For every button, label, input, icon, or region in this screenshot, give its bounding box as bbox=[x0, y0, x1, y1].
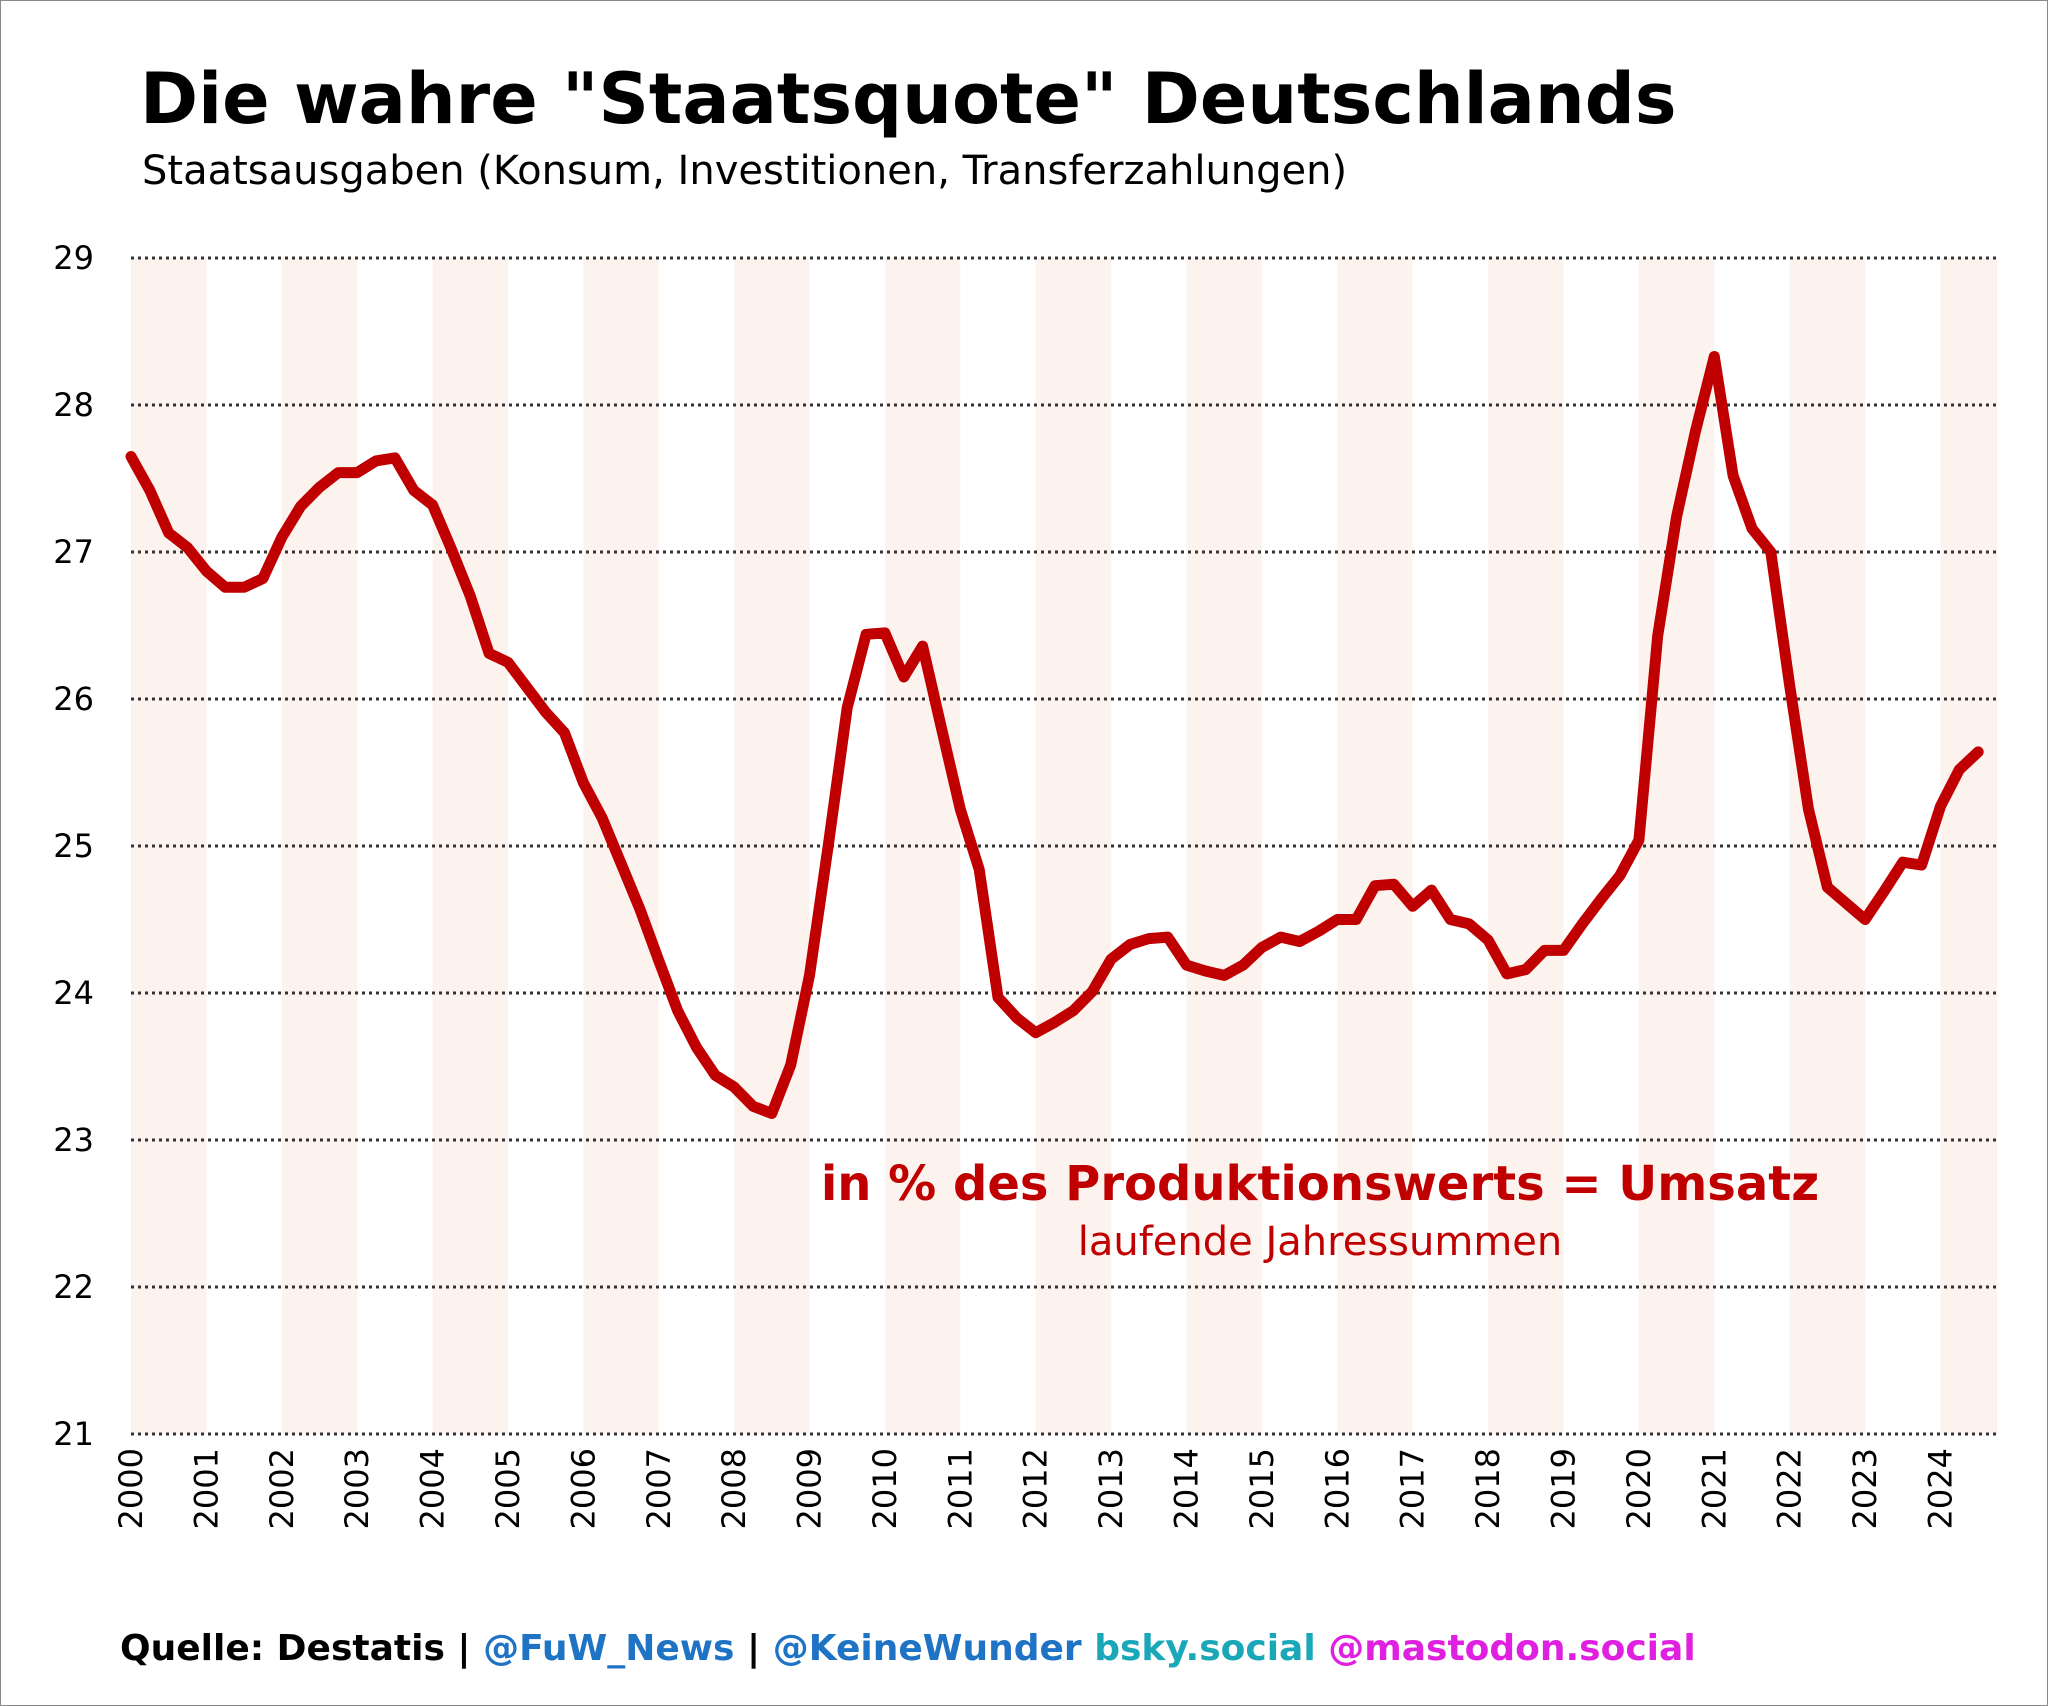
footer-bsky-link[interactable]: bsky.social bbox=[1081, 1628, 1316, 1669]
x-tick-label: 2024 bbox=[1921, 1448, 1959, 1529]
x-tick-label: 2020 bbox=[1620, 1448, 1658, 1529]
y-tick-label: 22 bbox=[53, 1268, 94, 1306]
y-tick-label: 27 bbox=[53, 533, 94, 571]
y-tick-label: 29 bbox=[53, 239, 94, 277]
x-tick-label: 2018 bbox=[1469, 1448, 1507, 1529]
x-tick-label: 2022 bbox=[1771, 1448, 1809, 1529]
footer-mastodon-link[interactable]: @mastodon.social bbox=[1315, 1628, 1696, 1669]
series-line bbox=[125, 351, 1984, 1119]
footer-source: Quelle: Destatis bbox=[120, 1628, 445, 1669]
footer-fuw-link[interactable]: @FuW_News bbox=[483, 1628, 735, 1669]
y-tick-label: 24 bbox=[53, 974, 94, 1012]
x-tick-label: 2010 bbox=[866, 1448, 904, 1529]
x-tick-label: 2012 bbox=[1017, 1448, 1055, 1529]
x-tick-label: 2013 bbox=[1092, 1448, 1130, 1529]
series-layer bbox=[125, 351, 1984, 1119]
x-axis-ticks: 2000 2001 2002 2003 2004 2005 2006 2007 2008 2009… bbox=[112, 1448, 1959, 1529]
y-tick-label: 23 bbox=[53, 1121, 94, 1159]
footer: Quelle: Destatis | @FuW_News | @KeineWun… bbox=[120, 1628, 1696, 1669]
x-tick-label: 2016 bbox=[1318, 1448, 1356, 1529]
x-tick-label: 2000 bbox=[112, 1448, 150, 1529]
y-tick-label: 21 bbox=[53, 1415, 94, 1453]
x-tick-label: 2004 bbox=[414, 1448, 452, 1529]
x-tick-label: 2015 bbox=[1243, 1448, 1281, 1529]
footer-separator: | bbox=[444, 1628, 484, 1669]
x-tick-label: 2007 bbox=[640, 1448, 678, 1529]
footer-keinewunder-link[interactable]: @KeineWunder bbox=[772, 1628, 1082, 1669]
annotation-main: in % des Produktionswerts = Umsatz bbox=[821, 1156, 1819, 1212]
x-tick-label: 2014 bbox=[1168, 1448, 1206, 1529]
y-tick-label: 26 bbox=[53, 680, 94, 718]
x-tick-label: 2005 bbox=[489, 1448, 527, 1529]
x-tick-label: 2023 bbox=[1846, 1448, 1884, 1529]
y-tick-label: 25 bbox=[53, 827, 94, 865]
y-axis-ticks: 21 22 23 24 25 26 27 28 29 bbox=[53, 239, 94, 1453]
x-tick-label: 2001 bbox=[187, 1448, 225, 1529]
footer-separator: | bbox=[734, 1628, 773, 1669]
x-tick-label: 2021 bbox=[1695, 1448, 1733, 1529]
chart-title: Die wahre "Staatsquote" Deutschlands bbox=[140, 58, 1677, 140]
x-tick-label: 2002 bbox=[263, 1448, 301, 1529]
x-tick-label: 2008 bbox=[715, 1448, 753, 1529]
x-tick-label: 2011 bbox=[941, 1448, 979, 1529]
chart-subtitle: Staatsausgaben (Konsum, Investitionen, T… bbox=[142, 148, 1348, 194]
x-tick-label: 2006 bbox=[564, 1448, 602, 1529]
x-tick-label: 2009 bbox=[791, 1448, 829, 1529]
x-tick-label: 2003 bbox=[338, 1448, 376, 1529]
x-tick-label: 2017 bbox=[1394, 1448, 1432, 1529]
annotation-sub: laufende Jahressummen bbox=[1078, 1219, 1563, 1265]
x-tick-label: 2019 bbox=[1544, 1448, 1582, 1529]
y-tick-label: 28 bbox=[53, 386, 94, 424]
gridlines bbox=[131, 256, 1997, 1436]
